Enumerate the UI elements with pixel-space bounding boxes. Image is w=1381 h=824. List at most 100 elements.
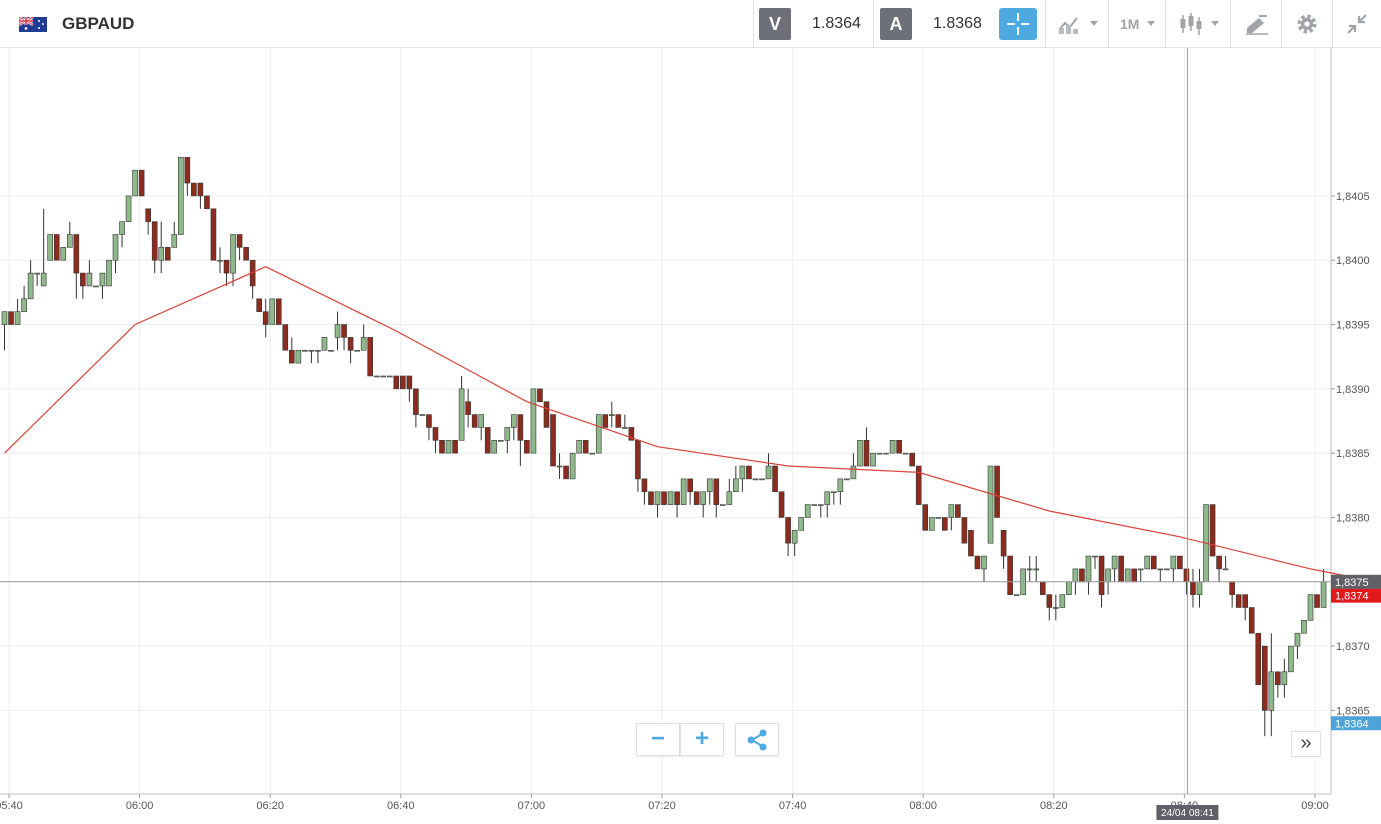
- candle-body: [1268, 671, 1275, 711]
- candle-body: [151, 221, 158, 261]
- candle: [184, 157, 191, 196]
- scroll-right-button[interactable]: »: [1291, 731, 1321, 757]
- candle-body: [373, 375, 380, 378]
- candle: [465, 388, 471, 428]
- chevron-down-icon: [1211, 21, 1219, 26]
- candle: [302, 349, 308, 352]
- candle-body: [158, 247, 165, 261]
- candle: [484, 427, 491, 454]
- candle: [1222, 556, 1229, 571]
- candle: [1111, 555, 1118, 582]
- candle-body: [132, 169, 138, 197]
- candle: [112, 234, 119, 274]
- chevron-down-icon: [1147, 21, 1155, 26]
- candle-body: [1039, 581, 1046, 595]
- candle-body: [1209, 504, 1216, 557]
- candle-body: [719, 504, 726, 506]
- zoom-out-button[interactable]: −: [636, 723, 680, 756]
- candle-body: [772, 465, 778, 493]
- candle: [1131, 568, 1137, 583]
- candle: [217, 247, 223, 274]
- candle: [1164, 568, 1170, 571]
- candle-body: [1111, 555, 1118, 570]
- candle-body: [700, 491, 707, 505]
- candle-body: [955, 504, 961, 518]
- zoom-in-button[interactable]: +: [680, 723, 724, 756]
- candle-body: [765, 465, 772, 480]
- candle: [269, 298, 276, 325]
- candle: [347, 337, 354, 364]
- candle: [478, 414, 484, 441]
- symbol-title[interactable]: GBPAUD: [62, 14, 135, 33]
- candle-body: [511, 414, 517, 428]
- drawing-tools-button[interactable]: [1230, 0, 1281, 48]
- candle: [654, 491, 661, 518]
- candle: [1294, 632, 1301, 659]
- candle-body: [413, 388, 419, 415]
- candle-body: [1131, 568, 1137, 583]
- y-tick-label: 1,8395: [1336, 320, 1370, 332]
- candle-body: [1170, 555, 1177, 570]
- candle: [497, 439, 504, 442]
- candle-body: [275, 298, 282, 325]
- candle-body: [857, 439, 863, 467]
- ask-group[interactable]: A 1.8368: [873, 0, 993, 48]
- candle: [798, 517, 804, 531]
- candle-body: [850, 465, 857, 480]
- candle: [615, 414, 622, 428]
- candle-body: [1118, 555, 1124, 583]
- candle: [34, 272, 40, 286]
- candle: [674, 491, 680, 518]
- y-tick-label: 1,8380: [1336, 512, 1370, 524]
- candle: [955, 504, 961, 518]
- indicators-button[interactable]: [1045, 0, 1108, 48]
- candle: [47, 234, 54, 261]
- candle-body: [27, 272, 34, 300]
- candle-body: [191, 182, 197, 197]
- candle: [1007, 555, 1013, 595]
- share-button[interactable]: [735, 723, 779, 756]
- settings-button[interactable]: [1281, 0, 1332, 48]
- collapse-button[interactable]: [1332, 0, 1381, 48]
- crosshair-button[interactable]: [999, 8, 1037, 40]
- candle: [119, 221, 125, 248]
- candle-body: [635, 439, 641, 480]
- timeframe-button[interactable]: 1M: [1108, 0, 1165, 48]
- candle-body: [236, 234, 243, 248]
- candle: [445, 439, 452, 454]
- candle-body: [1288, 645, 1294, 673]
- candle-body: [935, 517, 942, 519]
- candle: [1301, 620, 1307, 634]
- candle: [419, 414, 426, 416]
- candle-body: [138, 169, 145, 197]
- candle-body: [478, 414, 484, 428]
- chart-type-button[interactable]: [1165, 0, 1230, 48]
- candle-body: [367, 337, 373, 377]
- candle-body: [99, 272, 106, 287]
- candle: [40, 208, 47, 287]
- candle: [831, 491, 837, 505]
- candle-body: [837, 478, 844, 493]
- candle: [589, 452, 596, 455]
- candle: [706, 478, 713, 505]
- candle: [243, 247, 249, 261]
- bid-group[interactable]: V 1.8364: [753, 0, 873, 48]
- candle: [458, 375, 465, 441]
- candle-body: [452, 439, 458, 454]
- candle-body: [569, 452, 576, 480]
- candle: [1092, 555, 1098, 569]
- candle-body: [543, 401, 550, 428]
- candle: [230, 234, 236, 286]
- bid-price: 1.8364: [812, 15, 861, 32]
- candle-body: [484, 427, 491, 454]
- candle-body: [556, 465, 563, 468]
- candle: [125, 195, 132, 222]
- candle-body: [641, 478, 648, 493]
- candle-body: [269, 298, 276, 325]
- candle-body: [295, 349, 302, 364]
- candle-body: [693, 491, 700, 505]
- candle: [778, 491, 785, 518]
- candle: [942, 517, 948, 531]
- candle: [223, 259, 230, 286]
